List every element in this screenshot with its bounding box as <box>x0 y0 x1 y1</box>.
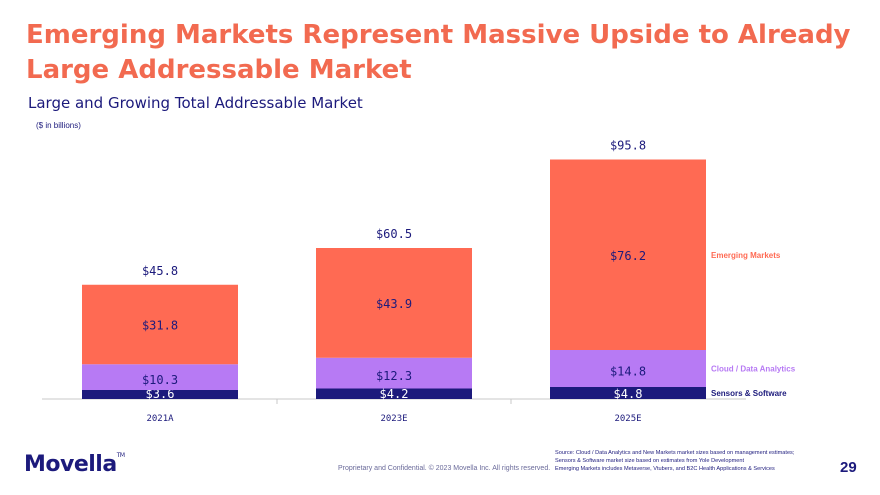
bar-segment-cloud-data-analytics <box>82 364 238 390</box>
bar-segment-cloud-data-analytics <box>550 350 706 387</box>
data-label: $12.3 <box>376 369 412 383</box>
data-label: $4.2 <box>380 387 409 401</box>
source-line: Source: Cloud / Data Analytics and New M… <box>555 450 795 456</box>
total-label: $45.8 <box>142 264 178 278</box>
chart-subtitle: Large and Growing Total Addressable Mark… <box>28 94 363 112</box>
total-label: $60.5 <box>376 227 412 241</box>
bar-segment-emerging-markets <box>550 159 706 350</box>
movella-logo: MovellaTM <box>24 452 125 477</box>
bar-segment-cloud-data-analytics <box>316 357 472 389</box>
bar-segment-sensors-software <box>316 388 472 399</box>
data-label: $14.8 <box>610 365 646 379</box>
data-label: $31.8 <box>142 319 178 333</box>
bar-segment-emerging-markets <box>82 284 238 365</box>
bar-segment-sensors-software <box>550 387 706 399</box>
data-label: $76.2 <box>610 249 646 263</box>
data-label: $43.9 <box>376 297 412 311</box>
source-line: Emerging Markets includes Metaverse, Vtu… <box>555 466 775 472</box>
legend-emerging-markets: Emerging Markets <box>711 251 781 260</box>
x-tick-label: 2023E <box>380 414 407 424</box>
slide-title: Emerging Markets Represent Massive Upsid… <box>26 20 851 85</box>
legend-cloud-data-analytics: Cloud / Data Analytics <box>711 365 796 374</box>
source-line: Sensors & Software market size based on … <box>555 458 745 464</box>
x-tick-label: 2025E <box>614 414 641 424</box>
bar-segment-sensors-software <box>82 390 238 399</box>
confidential-notice: Proprietary and Confidential. © 2023 Mov… <box>338 465 551 472</box>
legend-sensors-software: Sensors & Software <box>711 389 787 398</box>
data-label: $3.6 <box>146 387 175 401</box>
logo-tm: TM <box>116 452 125 459</box>
x-tick-label: 2021A <box>146 414 174 424</box>
units-label: ($ in billions) <box>36 121 81 130</box>
data-label: $4.8 <box>614 387 643 401</box>
data-label: $10.3 <box>142 373 178 387</box>
page-number: 29 <box>840 459 857 476</box>
logo-text: Movella <box>24 452 117 477</box>
bar-segment-emerging-markets <box>316 248 472 358</box>
source-note: Source: Cloud / Data Analytics and New M… <box>555 449 815 473</box>
total-label: $95.8 <box>610 139 646 153</box>
